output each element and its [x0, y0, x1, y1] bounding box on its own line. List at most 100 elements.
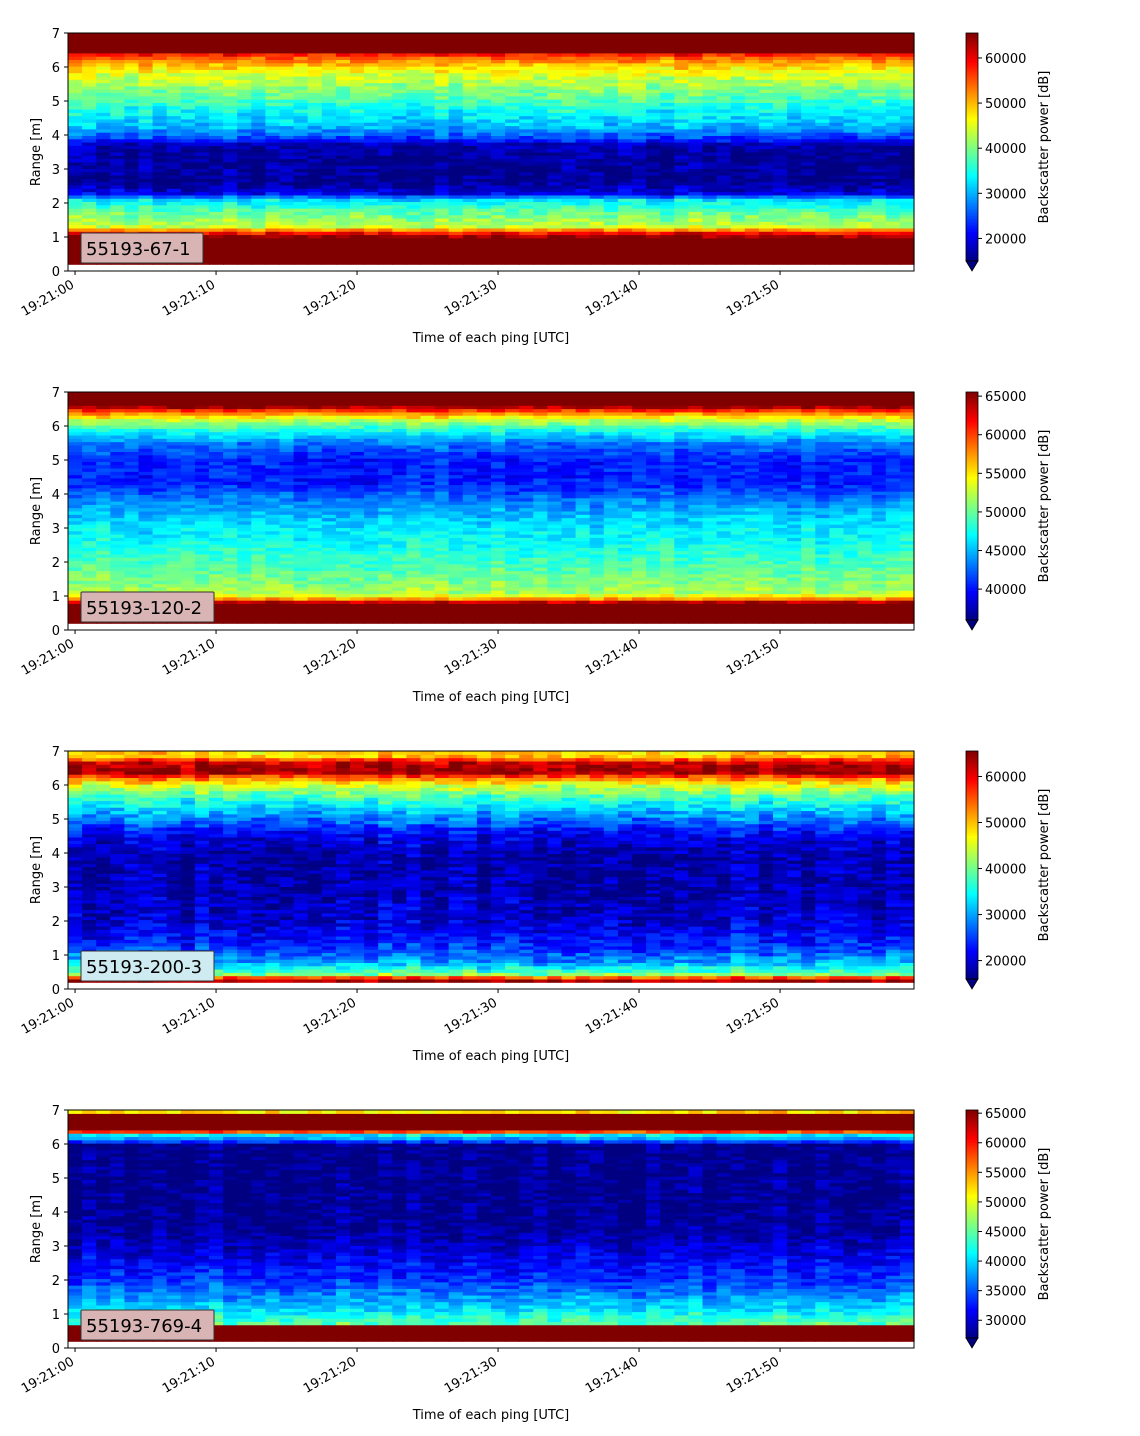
heatmap-cell [364, 175, 379, 179]
heatmap-cell [632, 132, 647, 136]
heatmap-cell [180, 145, 196, 150]
heatmap-cell [843, 224, 859, 229]
heatmap-cell [335, 201, 351, 206]
heatmap-cell [476, 56, 492, 61]
heatmap-cell [505, 247, 520, 252]
heatmap-cell [716, 36, 732, 41]
heatmap-cell [448, 141, 464, 146]
heatmap-cell [110, 108, 125, 113]
heatmap-cell [730, 234, 746, 239]
heatmap-cell [632, 69, 647, 74]
heatmap-cell [787, 72, 802, 77]
heatmap-cell [674, 42, 689, 47]
heatmap-cell [350, 231, 365, 236]
heatmap-cell [702, 188, 718, 193]
heatmap-cell [321, 217, 337, 222]
heatmap-cell [462, 52, 478, 57]
heatmap-cell [406, 46, 422, 51]
heatmap-cell [829, 175, 845, 179]
heatmap-cell [674, 95, 689, 100]
heatmap-cell [829, 52, 845, 57]
heatmap-cell [660, 118, 675, 123]
heatmap-cell [364, 155, 379, 160]
heatmap-cell [392, 217, 407, 222]
heatmap-cell [589, 155, 605, 160]
heatmap-cell [462, 46, 478, 51]
heatmap-cell [223, 237, 238, 242]
heatmap-cell [166, 184, 182, 189]
heatmap-cell [885, 79, 901, 84]
heatmap-cell [321, 62, 337, 67]
heatmap-cell [68, 613, 83, 618]
heatmap-cell [716, 254, 732, 259]
heatmap-cell [505, 181, 520, 186]
heatmap-cell [575, 155, 591, 160]
heatmap-cell [138, 188, 154, 193]
heatmap-cell [857, 227, 873, 232]
heatmap-cell [575, 165, 591, 170]
heatmap-cell [364, 178, 379, 183]
heatmap-cell [787, 99, 802, 103]
heatmap-cell [646, 79, 661, 84]
heatmap-cell [166, 89, 182, 94]
heatmap-cell [632, 198, 647, 203]
heatmap-cell [364, 227, 379, 232]
heatmap-cell [180, 184, 196, 189]
heatmap-cell [279, 36, 295, 41]
heatmap-cell [406, 82, 422, 87]
heatmap-cell [462, 191, 478, 196]
heatmap-cell [575, 257, 591, 262]
heatmap-cell [68, 62, 83, 67]
heatmap-cell [364, 138, 379, 143]
heatmap-cell [885, 204, 901, 209]
heatmap-cell [491, 181, 506, 186]
heatmap-cell [491, 75, 506, 80]
heatmap-cell [815, 237, 830, 242]
heatmap-cell [857, 184, 873, 189]
heatmap-cell [589, 59, 605, 64]
heatmap-cell [773, 250, 788, 255]
heatmap-cell [843, 66, 859, 70]
heatmap-cell [265, 260, 281, 265]
heatmap-cell [547, 145, 563, 150]
heatmap-cell [491, 145, 506, 150]
heatmap-cell [758, 99, 774, 103]
heatmap-cell [617, 122, 633, 127]
heatmap-cell [335, 145, 351, 150]
heatmap-cell [237, 52, 252, 57]
heatmap-cell [730, 108, 746, 113]
heatmap-cell [194, 221, 210, 226]
heatmap-cell [674, 241, 689, 245]
heatmap-cell [603, 105, 619, 110]
heatmap-cell [251, 66, 266, 70]
heatmap-cell [843, 138, 859, 143]
heatmap-cell [575, 237, 591, 242]
heatmap-cell [829, 39, 845, 44]
colorbar-tick-label: 40000 [985, 142, 1026, 157]
heatmap-cell [773, 165, 788, 170]
heatmap-cell [223, 82, 238, 87]
heatmap-cell [730, 56, 746, 61]
heatmap-cell [82, 161, 97, 166]
heatmap-cell [307, 46, 323, 51]
heatmap-cell [194, 148, 210, 153]
heatmap-cell [857, 155, 873, 160]
heatmap-cell [575, 75, 591, 80]
heatmap-cell [857, 122, 873, 127]
heatmap-cell [321, 158, 337, 163]
heatmap-cell [519, 125, 534, 130]
heatmap-cell [223, 132, 238, 136]
heatmap-cell [857, 118, 873, 123]
heatmap-cell [265, 181, 281, 186]
heatmap-cell [857, 201, 873, 206]
heatmap-cell [787, 244, 802, 249]
heatmap-cell [885, 188, 901, 193]
heatmap-cell [829, 188, 845, 193]
heatmap-cell [124, 95, 140, 100]
heatmap-cell [702, 49, 718, 54]
heatmap-cell [307, 188, 323, 193]
heatmap-cell [406, 99, 422, 103]
heatmap-cell [561, 62, 577, 67]
heatmap-cell [152, 99, 168, 103]
heatmap-cell [82, 188, 97, 193]
